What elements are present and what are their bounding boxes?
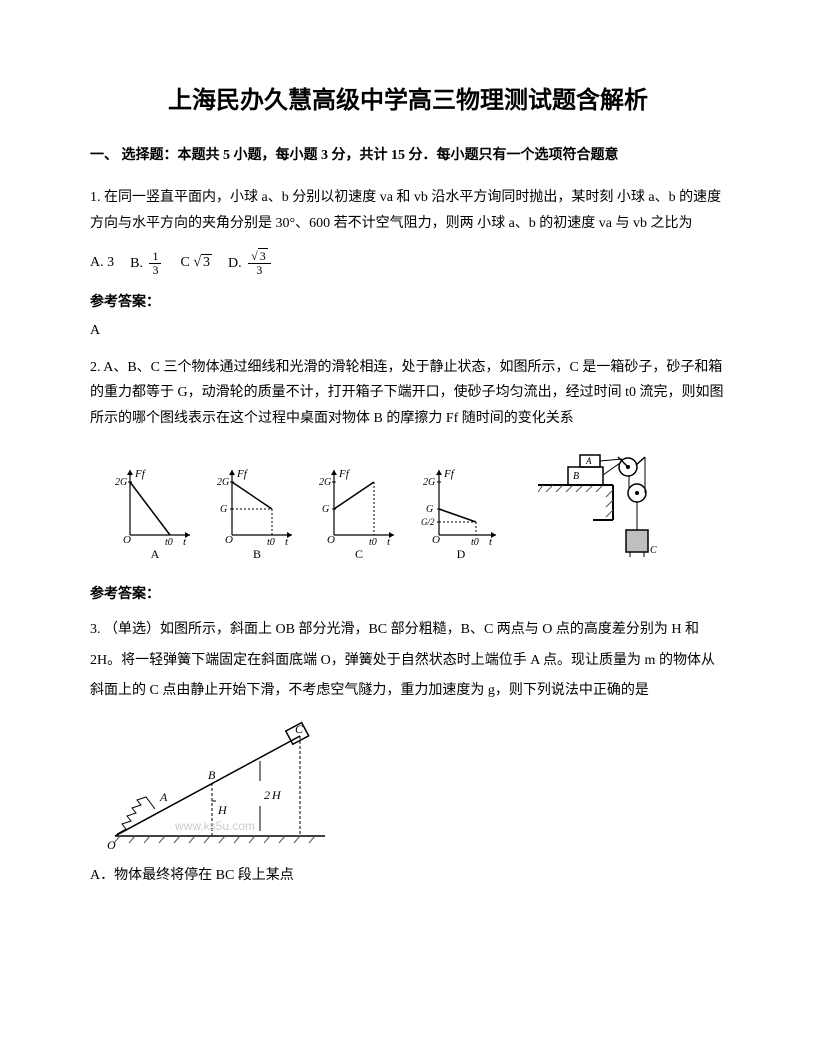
q1-opt-a: A. 3 [90,255,114,271]
svg-text:t: t [285,536,289,545]
graph-d: Ff 2G G G/2 O t0 t D [416,465,506,565]
svg-text:t0: t0 [471,537,479,545]
svg-text:t: t [387,536,391,545]
pulley-diagram: A B C [538,445,668,565]
graph-a: Ff 2G O t0 t A [110,465,200,565]
svg-text:2G: 2G [217,477,229,488]
q1-opt-d: D. 33 [228,250,274,277]
svg-text:H: H [217,803,228,817]
svg-text:O: O [107,838,116,851]
question-3-text: 3. （单选）如图所示，斜面上 OB 部分光滑，BC 部分粗糙，B、C 两点与 … [90,615,726,707]
svg-text:H: H [271,788,282,802]
graph-c: Ff 2G G O t0 t C [314,465,404,565]
incline-diagram: O A B C H 2 H www.ks5u.com [100,721,340,851]
q1-answer-label: 参考答案： [90,291,726,311]
svg-text:G: G [322,504,329,515]
svg-text:Ff: Ff [338,468,351,480]
svg-text:t: t [183,536,187,545]
svg-text:C: C [650,545,657,556]
svg-text:2G: 2G [423,477,435,488]
question-1-options: A. 3 B. 13 C 3 D. 33 [90,250,726,277]
watermark: www.ks5u.com [175,819,255,833]
page-title: 上海民办久慧高级中学高三物理测试题含解析 [90,80,726,115]
svg-text:G/2: G/2 [421,517,435,527]
graph-b: Ff 2G G O t0 t B [212,465,302,565]
svg-text:t0: t0 [165,537,173,545]
svg-text:t0: t0 [369,537,377,545]
svg-text:O: O [327,534,335,545]
question-1-text: 1. 在同一竖直平面内，小球 a、b 分别以初速度 va 和 vb 沿水平方询同… [90,185,726,235]
svg-text:A: A [159,790,168,804]
section-header: 一、 选择题：本题共 5 小题，每小题 3 分，共计 15 分．每小题只有一个选… [90,145,726,167]
svg-text:O: O [432,534,440,545]
svg-text:Ff: Ff [134,468,147,480]
svg-text:G: G [426,504,433,515]
question-2-text: 2. A、B、C 三个物体通过细线和光滑的滑轮相连，处于静止状态，如图所示，C … [90,355,726,431]
q1-opt-c: C 3 [180,255,212,271]
svg-text:A: A [585,456,592,466]
q2-answer-label: 参考答案： [90,583,726,603]
q1-answer: A [90,323,726,339]
svg-text:2G: 2G [319,477,331,488]
svg-text:2G: 2G [115,477,127,488]
svg-text:O: O [123,534,131,545]
svg-text:2: 2 [264,788,270,802]
svg-text:Ff: Ff [236,468,249,480]
q1-opt-b: B. 13 [130,250,164,277]
svg-text:G: G [220,504,227,515]
q2-figures: Ff 2G O t0 t A Ff 2G G O t0 t B [110,445,726,565]
svg-text:t: t [489,536,493,545]
svg-text:B: B [573,471,579,482]
svg-text:O: O [225,534,233,545]
svg-text:Ff: Ff [443,468,456,480]
svg-text:t0: t0 [267,537,275,545]
svg-text:B: B [208,768,216,782]
q3-opt-a: A．物体最终将停在 BC 段上某点 [90,863,726,888]
